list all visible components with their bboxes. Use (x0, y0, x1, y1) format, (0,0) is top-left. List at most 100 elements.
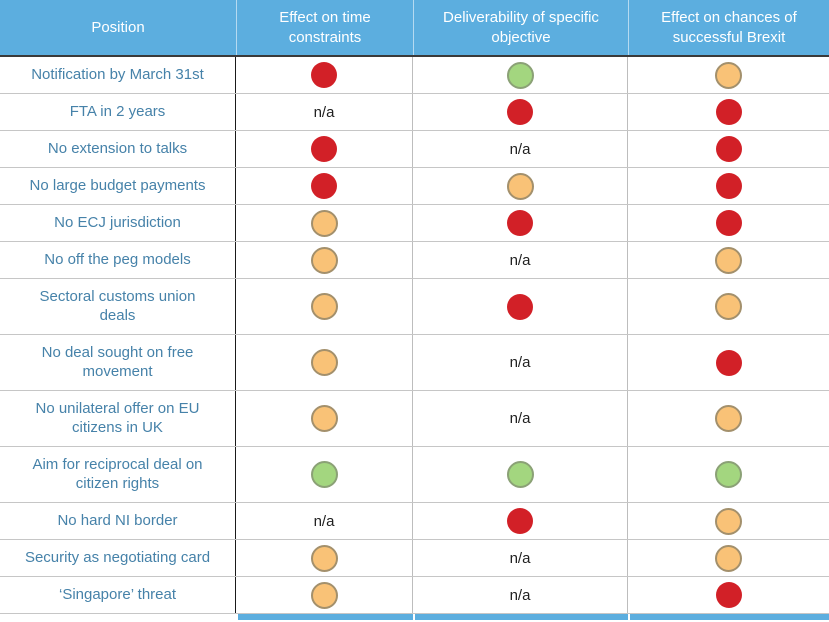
status-cell-chances-of-brexit (628, 391, 829, 446)
status-cell-time-constraints (236, 391, 413, 446)
na-label: n/a (509, 140, 531, 158)
red-status-dot (311, 136, 337, 162)
red-status-dot (715, 349, 742, 376)
position-label: No extension to talks (0, 131, 236, 167)
red-status-dot (507, 293, 533, 320)
table-row: Aim for reciprocal deal on citizen right… (0, 447, 829, 503)
table-body: Notification by March 31st FTA in 2 year… (0, 57, 829, 614)
position-label: Sectoral customs union deals (0, 279, 236, 334)
header-position: Position (91, 18, 145, 36)
orange-status-dot (310, 544, 338, 572)
footer-strip-segment (236, 614, 413, 620)
status-cell-time-constraints (236, 242, 413, 278)
orange-status-dot (310, 349, 338, 376)
na-label: n/a (313, 512, 335, 530)
status-cell-deliverability (413, 205, 628, 241)
status-cell-deliverability: n/a (413, 391, 628, 446)
position-label: ‘Singapore’ threat (0, 577, 236, 613)
na-label: n/a (509, 586, 531, 604)
table-row: No unilateral offer on EU citizens in UK… (0, 391, 829, 447)
status-cell-chances-of-brexit (628, 279, 829, 334)
red-status-dot (715, 99, 742, 125)
table-row: No extension to talks n/a (0, 131, 829, 168)
footer-strip-segment (628, 614, 829, 620)
green-status-dot (506, 461, 534, 488)
table-row: No ECJ jurisdiction (0, 205, 829, 242)
position-label: Notification by March 31st (0, 57, 236, 93)
green-status-dot (310, 461, 338, 488)
position-label: Security as negotiating card (0, 540, 236, 576)
table-row: No deal sought on free movement n/a (0, 335, 829, 391)
status-cell-chances-of-brexit (628, 57, 829, 93)
status-cell-deliverability (413, 94, 628, 130)
red-status-dot (715, 173, 742, 199)
status-cell-chances-of-brexit (628, 577, 829, 613)
status-cell-deliverability: n/a (413, 242, 628, 278)
red-status-dot (507, 508, 533, 534)
table-header-row: Position Effect on time constraints Deli… (0, 0, 829, 57)
orange-status-dot (310, 581, 338, 609)
red-status-dot (715, 136, 742, 162)
na-label: n/a (509, 251, 531, 269)
status-cell-deliverability (413, 503, 628, 539)
orange-status-dot (506, 172, 534, 200)
position-label: Aim for reciprocal deal on citizen right… (0, 447, 236, 502)
orange-status-dot (715, 293, 742, 320)
status-cell-deliverability: n/a (413, 577, 628, 613)
footer-strip-segment (413, 614, 628, 620)
position-label: No deal sought on free movement (0, 335, 236, 390)
status-cell-deliverability: n/a (413, 131, 628, 167)
orange-status-dot (715, 544, 742, 572)
status-cell-deliverability (413, 57, 628, 93)
status-cell-chances-of-brexit (628, 447, 829, 502)
position-label: No large budget payments (0, 168, 236, 204)
status-cell-chances-of-brexit (628, 335, 829, 390)
status-cell-chances-of-brexit (628, 503, 829, 539)
status-cell-time-constraints (236, 447, 413, 502)
table-row: Security as negotiating card n/a (0, 540, 829, 577)
header-effect-on-chances-of-successful-brexit: Effect on chances of successful Brexit (628, 0, 829, 55)
red-status-dot (311, 62, 337, 88)
cutoff-next-header-strip (0, 614, 829, 620)
table-row: No off the peg models n/a (0, 242, 829, 279)
table-row: Sectoral customs union deals (0, 279, 829, 335)
orange-status-dot (715, 61, 742, 89)
red-status-dot (507, 99, 533, 125)
status-cell-chances-of-brexit (628, 205, 829, 241)
orange-status-dot (310, 246, 338, 274)
na-label: n/a (509, 354, 531, 371)
status-cell-chances-of-brexit (628, 94, 829, 130)
status-cell-time-constraints (236, 205, 413, 241)
orange-status-dot (715, 405, 742, 432)
position-label: FTA in 2 years (0, 94, 236, 130)
position-label: No off the peg models (0, 242, 236, 278)
header-deliverability-of-specific-objective: Deliverability of specific objective (413, 0, 628, 55)
table-row: Notification by March 31st (0, 57, 829, 94)
status-cell-time-constraints (236, 540, 413, 576)
orange-status-dot (310, 293, 338, 320)
status-cell-chances-of-brexit (628, 540, 829, 576)
table-row: No hard NI border n/a (0, 503, 829, 540)
orange-status-dot (310, 405, 338, 432)
footer-strip-empty (0, 614, 236, 620)
green-status-dot (506, 61, 534, 89)
red-status-dot (311, 173, 337, 199)
status-cell-chances-of-brexit (628, 168, 829, 204)
orange-status-dot (310, 209, 338, 237)
red-status-dot (507, 210, 533, 236)
position-label: No hard NI border (0, 503, 236, 539)
status-cell-time-constraints (236, 335, 413, 390)
status-cell-time-constraints: n/a (236, 94, 413, 130)
position-label: No unilateral offer on EU citizens in UK (0, 391, 236, 446)
position-label: No ECJ jurisdiction (0, 205, 236, 241)
orange-status-dot (715, 246, 742, 274)
table-row: ‘Singapore’ threat n/a (0, 577, 829, 614)
status-cell-deliverability: n/a (413, 335, 628, 390)
na-label: n/a (509, 410, 531, 427)
status-cell-time-constraints (236, 57, 413, 93)
header-effect-on-time-constraints: Effect on time constraints (236, 0, 413, 55)
na-label: n/a (313, 103, 335, 121)
red-status-dot (715, 582, 742, 608)
green-status-dot (715, 461, 742, 488)
